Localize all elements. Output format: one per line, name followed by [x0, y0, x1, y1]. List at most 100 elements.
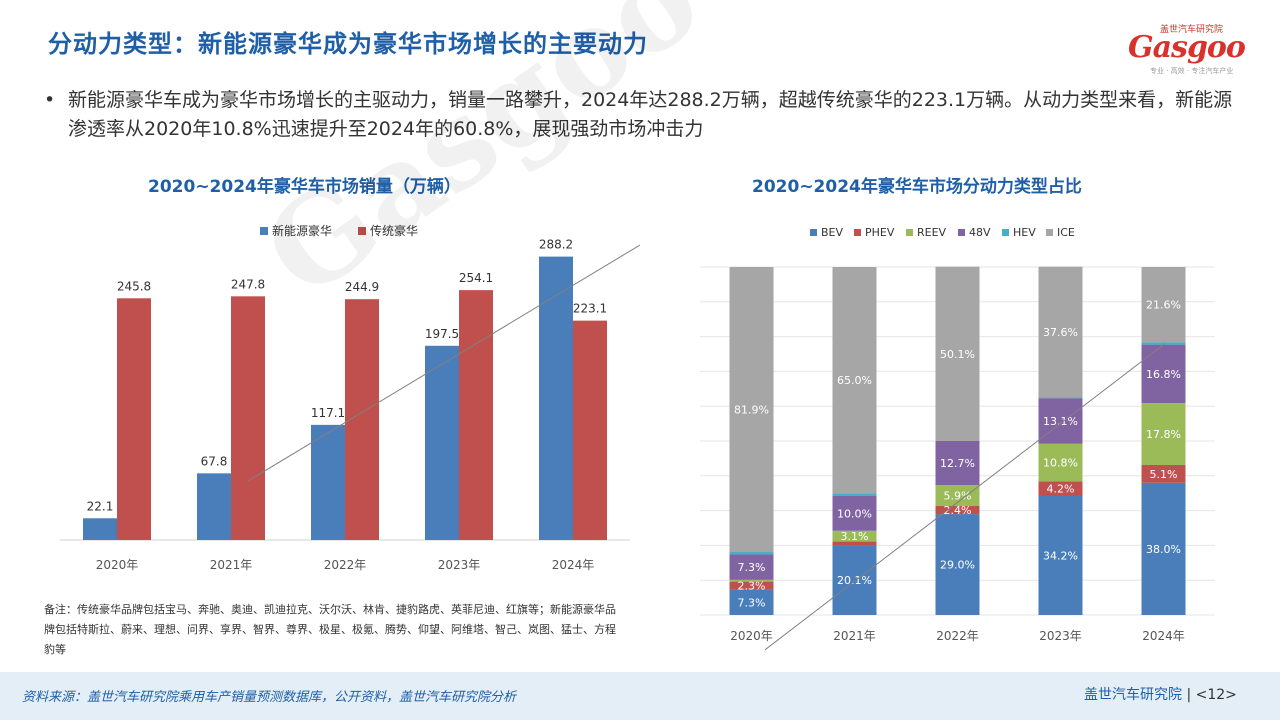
logo-subtitle: 专业 · 高效 · 专注汽车产业	[1150, 67, 1234, 75]
legend-swatch-新能源豪华	[260, 227, 268, 235]
x-tick-2023年: 2023年	[438, 558, 481, 572]
segment-REEV-2021年	[832, 530, 877, 542]
x-tick-2023年: 2023年	[1039, 629, 1082, 643]
segment-ICE-2020年	[729, 267, 774, 553]
footer-brand: 盖世汽车研究院	[1084, 687, 1182, 703]
data-label-传统豪华-2022年: 244.9	[345, 280, 379, 294]
bar-新能源豪华-2023年	[425, 345, 459, 540]
segment-48V-2022年	[935, 441, 980, 486]
data-label-传统豪华-2020年: 245.8	[117, 279, 151, 293]
data-label-REEV-2022年: 5.9%	[944, 489, 972, 502]
footer-separator: |	[1186, 687, 1196, 703]
segment-PHEV-2020年	[729, 581, 774, 590]
bar-传统豪华-2020年	[117, 298, 151, 540]
data-label-REEV-2024年: 17.8%	[1146, 428, 1181, 441]
data-label-ICE-2021年: 65.0%	[837, 374, 872, 387]
segment-ICE-2023年	[1038, 266, 1083, 398]
powertrain-share-chart: BEV PHEV REEV 48V HEV ICE 7.3% 2.3% 7.3% 81.9% 202…	[700, 226, 1215, 651]
x-tick-2022年: 2022年	[324, 558, 367, 572]
trend-line	[764, 343, 1166, 651]
segment-PHEV-2023年	[1038, 481, 1083, 496]
data-label-48V-2024年: 16.8%	[1146, 368, 1181, 381]
page-number: <12>	[1195, 687, 1237, 703]
segment-48V-2023年	[1038, 398, 1083, 444]
data-label-PHEV-2024年: 5.1%	[1150, 468, 1178, 481]
data-label-ICE-2020年: 81.9%	[734, 404, 769, 417]
bar-新能源豪华-2024年	[539, 256, 573, 540]
segment-PHEV-2024年	[1141, 465, 1186, 483]
sales-bar-chart: 新能源豪华 传统豪华 22.1 245.8 2020年 67.8 247.8 2021年 117…	[60, 223, 641, 572]
legend-swatch-传统豪华	[358, 227, 366, 235]
data-label-传统豪华-2024年: 223.1	[573, 302, 607, 316]
data-label-REEV-2021年: 3.1%	[841, 530, 869, 543]
segment-REEV-2023年	[1038, 443, 1083, 482]
data-label-新能源豪华-2021年: 67.8	[201, 454, 228, 468]
page-title: 分动力类型：新能源豪华成为豪华市场增长的主要动力	[48, 30, 648, 58]
data-label-ICE-2024年: 21.6%	[1146, 299, 1181, 312]
segment-REEV-2022年	[935, 485, 980, 506]
legend-swatch-BEV	[810, 229, 817, 236]
data-label-传统豪华-2023年: 254.1	[459, 271, 493, 285]
segment-BEV-2024年	[1141, 482, 1186, 615]
sales-chart-title: 2020~2024年豪华车市场销量（万辆）	[148, 177, 461, 197]
legend-swatch-PHEV	[854, 229, 861, 236]
segment-BEV-2023年	[1038, 495, 1083, 615]
legend-swatch-HEV	[1002, 229, 1009, 236]
segment-48V-2021年	[832, 495, 877, 531]
bar-传统豪华-2023年	[459, 290, 493, 540]
data-label-ICE-2022年: 50.1%	[940, 348, 975, 361]
bar-传统豪华-2024年	[573, 320, 607, 540]
bar-传统豪华-2021年	[231, 296, 265, 540]
segment-BEV-2021年	[832, 545, 877, 615]
data-label-PHEV-2020年: 2.3%	[738, 580, 766, 593]
segment-HEV-2024年	[1141, 342, 1186, 345]
bullet-text: 新能源豪华车成为豪华市场增长的主驱动力，销量一路攀升，2024年达288.2万辆…	[68, 89, 1233, 140]
brand-note: 备注：传统豪华品牌包括宝马、奔驰、奥迪、凯迪拉克、沃尔沃、林肯、捷豹路虎、英菲尼…	[44, 603, 616, 656]
segment-48V-2020年	[729, 554, 774, 580]
bullet-dot: •	[44, 89, 56, 111]
segment-HEV-2023年	[1038, 397, 1083, 399]
data-label-48V-2022年: 12.7%	[940, 457, 975, 470]
legend-swatch-ICE	[1046, 229, 1053, 236]
legend-label-BEV: BEV	[821, 226, 843, 239]
footer-bar	[0, 672, 1280, 720]
legend-label-新能源豪华: 新能源豪华	[272, 223, 332, 238]
segment-HEV-2021年	[832, 493, 877, 496]
data-label-BEV-2024年: 38.0%	[1146, 543, 1181, 556]
legend-label-PHEV: PHEV	[865, 226, 895, 239]
segment-ICE-2024年	[1141, 267, 1186, 343]
data-label-传统豪华-2021年: 247.8	[231, 277, 265, 291]
data-label-新能源豪华-2023年: 197.5	[425, 327, 459, 341]
data-label-PHEV-2023年: 4.2%	[1047, 483, 1075, 496]
source-note: 资料来源：盖世汽车研究院乘用车产销量预测数据库，公开资料，盖世汽车研究院分析	[22, 690, 517, 705]
data-label-ICE-2023年: 37.6%	[1043, 326, 1078, 339]
trend-line	[247, 244, 641, 482]
x-tick-2022年: 2022年	[936, 629, 979, 643]
legend-label-HEV: HEV	[1013, 226, 1036, 239]
logo-caption: 盖世汽车研究院	[1160, 25, 1224, 35]
data-label-新能源豪华-2020年: 22.1	[87, 499, 114, 513]
legend-swatch-48V	[958, 229, 965, 236]
segment-HEV-2020年	[729, 552, 774, 555]
data-label-BEV-2021年: 20.1%	[837, 574, 872, 587]
x-tick-2021年: 2021年	[210, 558, 253, 572]
bar-新能源豪华-2021年	[197, 473, 231, 540]
bar-新能源豪华-2020年	[83, 518, 117, 540]
data-label-BEV-2023年: 34.2%	[1043, 549, 1078, 562]
legend-label-ICE: ICE	[1057, 226, 1075, 239]
data-label-新能源豪华-2024年: 288.2	[539, 238, 573, 252]
footer-brand-page: 盖世汽车研究院 | <12>	[1084, 684, 1237, 704]
segment-ICE-2021年	[832, 267, 877, 494]
legend-swatch-REEV	[906, 229, 913, 236]
data-label-新能源豪华-2022年: 117.1	[311, 406, 345, 420]
legend-label-REEV: REEV	[917, 226, 947, 239]
segment-ICE-2022年	[935, 266, 980, 441]
x-tick-2024年: 2024年	[552, 558, 595, 572]
segment-BEV-2020年	[729, 589, 774, 615]
data-label-REEV-2023年: 10.8%	[1043, 457, 1078, 470]
data-label-48V-2020年: 7.3%	[738, 561, 766, 574]
logo-wordmark: Gasgoo	[1128, 30, 1246, 65]
x-tick-2020年: 2020年	[96, 558, 139, 572]
data-label-48V-2021年: 10.0%	[837, 507, 872, 520]
data-label-BEV-2022年: 29.0%	[940, 559, 975, 572]
